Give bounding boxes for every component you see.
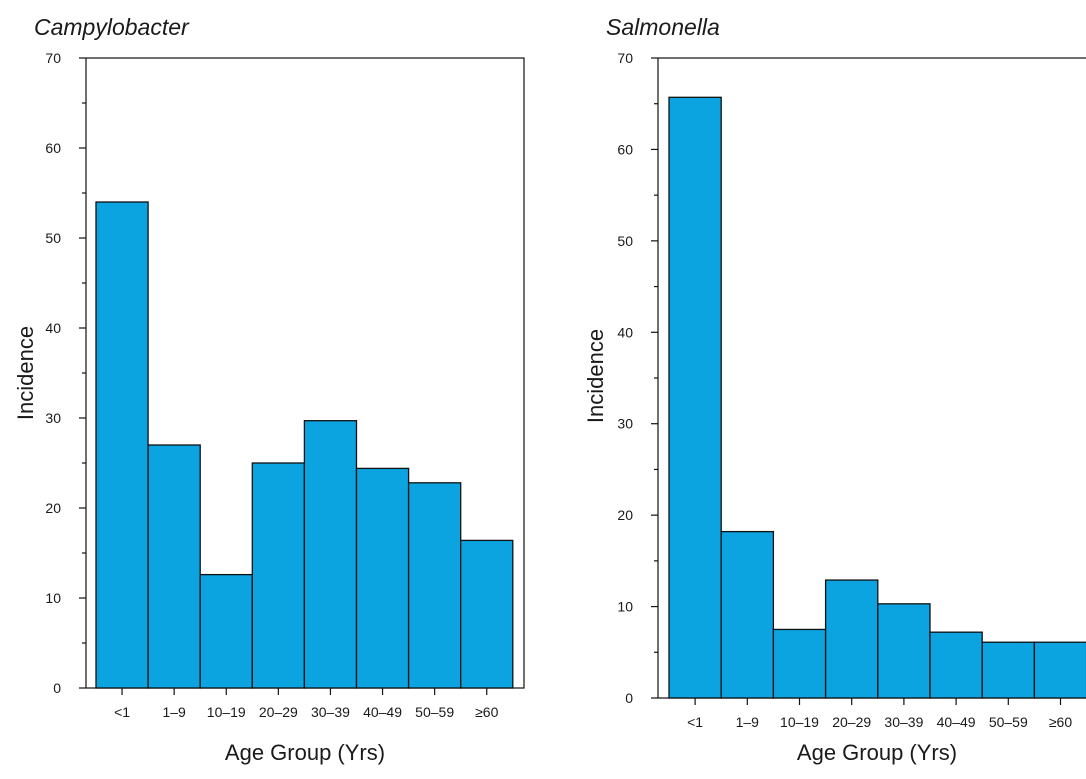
bar-1 [147,444,201,689]
chart-title: Salmonella [606,14,720,40]
bar-3 [824,579,879,699]
bar-7 [1033,641,1086,699]
y-tick-label: 20 [45,500,61,516]
bar-group [668,96,1086,699]
bar-2 [772,628,827,699]
y-tick-label: 30 [617,416,633,432]
salmonella-chart: Salmonella 0 10 20 30 40 50 60 70 <1 1–9 10–19 20–… [583,14,1086,765]
x-tick-label: 10–19 [207,704,246,720]
x-tick-label: 40–49 [937,714,976,730]
bar-group [95,201,514,689]
bar-1 [720,530,775,699]
y-tick-label: 70 [617,50,633,66]
y-tick-label: 60 [45,140,61,156]
bar-0 [95,201,149,689]
x-tick-label: <1 [687,714,703,730]
x-tick-label: 40–49 [363,704,402,720]
campylobacter-chart: Campylobacter 0 10 20 30 40 50 60 70 <1 1–9 10–19… [13,14,525,765]
y-tick-label: 70 [45,50,61,66]
bar-6 [407,482,462,689]
y-axis-label: Incidence [583,329,608,423]
bar-5 [929,631,983,699]
x-axis: <1 1–9 10–19 20–29 30–39 40–49 50–59 ≥60 [114,688,499,720]
x-tick-label: ≥60 [475,704,498,720]
bar-7 [460,539,514,689]
bar-2 [199,573,253,689]
y-tick-label: 30 [45,410,61,426]
bar-4 [303,420,358,689]
y-tick-label: 50 [617,233,633,249]
y-tick-label: 0 [53,680,61,696]
y-tick-label: 60 [617,141,633,157]
y-tick-label: 10 [45,590,61,606]
x-tick-label: 50–59 [415,704,454,720]
x-tick-label: 1–9 [736,714,760,730]
y-tick-label: 10 [617,599,633,615]
x-axis: <1 1–9 10–19 20–29 30–39 40–49 50–59 ≥60 [687,698,1072,730]
y-axis: 0 10 20 30 40 50 60 70 [45,50,86,696]
bar-5 [355,467,410,689]
y-tick-label: 50 [45,230,61,246]
y-tick-label: 0 [625,690,633,706]
y-tick-label: 20 [617,507,633,523]
y-axis-label: Incidence [13,326,38,420]
x-tick-label: 20–29 [259,704,298,720]
chart-title: Campylobacter [34,14,190,40]
y-tick-label: 40 [617,324,633,340]
x-tick-label: 30–39 [884,714,923,730]
x-tick-label: 30–39 [311,704,350,720]
x-tick-label: 10–19 [780,714,819,730]
x-tick-label: 1–9 [162,704,186,720]
x-tick-label: 50–59 [989,714,1028,730]
x-tick-label: <1 [114,704,130,720]
x-tick-label: 20–29 [832,714,871,730]
y-axis: 0 10 20 30 40 50 60 70 [617,50,658,706]
x-axis-label: Age Group (Yrs) [797,740,957,765]
bar-6 [981,641,1036,699]
x-axis-label: Age Group (Yrs) [225,740,385,765]
bar-3 [251,462,306,689]
bar-4 [877,603,931,699]
x-tick-label: ≥60 [1049,714,1072,730]
bar-0 [668,96,722,699]
y-tick-label: 40 [45,320,61,336]
